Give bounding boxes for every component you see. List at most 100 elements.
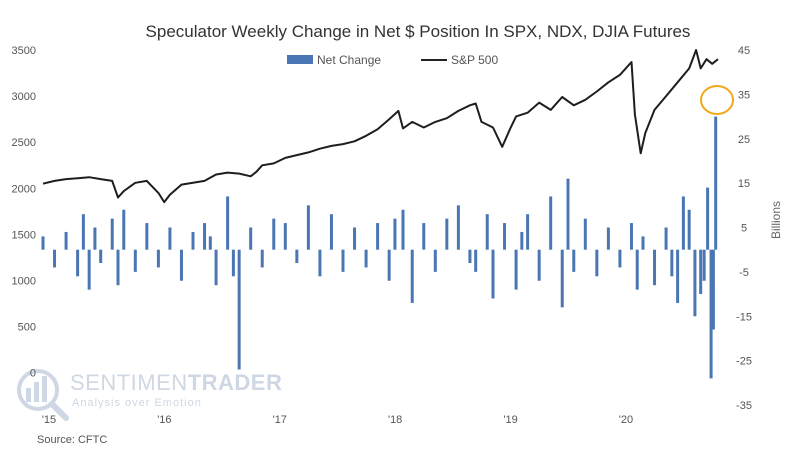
net-change-bar[interactable] bbox=[714, 116, 718, 250]
net-change-bar[interactable] bbox=[410, 249, 414, 303]
net-change-bar[interactable] bbox=[401, 209, 405, 250]
net-change-bar[interactable] bbox=[283, 223, 287, 250]
net-change-bar[interactable] bbox=[583, 218, 587, 250]
net-change-bar[interactable] bbox=[693, 249, 697, 317]
net-change-bar[interactable] bbox=[87, 249, 91, 290]
net-change-bar[interactable] bbox=[214, 249, 218, 286]
net-change-bar[interactable] bbox=[520, 231, 524, 250]
net-change-bar[interactable] bbox=[526, 214, 530, 250]
left-axis-tick-label: 0 bbox=[30, 368, 36, 380]
net-change-bar[interactable] bbox=[116, 249, 120, 286]
net-change-bar[interactable] bbox=[560, 249, 564, 308]
net-change-bar[interactable] bbox=[364, 249, 368, 268]
net-change-bar[interactable] bbox=[641, 236, 645, 250]
net-change-bar[interactable] bbox=[393, 218, 397, 250]
left-axis-tick-label: 3500 bbox=[12, 45, 36, 57]
net-change-bar[interactable] bbox=[318, 249, 322, 277]
net-change-bar[interactable] bbox=[53, 249, 57, 268]
net-change-bar[interactable] bbox=[711, 249, 715, 330]
chart-title: Speculator Weekly Change in Net $ Positi… bbox=[146, 22, 691, 41]
legend-net-change-swatch bbox=[287, 55, 313, 64]
logo-tagline: Analysis over Emotion bbox=[72, 397, 202, 409]
net-change-bar[interactable] bbox=[503, 223, 507, 250]
net-change-bar[interactable] bbox=[353, 227, 357, 250]
net-change-bar[interactable] bbox=[272, 218, 276, 250]
net-change-bar[interactable] bbox=[156, 249, 160, 268]
right-axis-tick-label: 45 bbox=[738, 45, 750, 57]
net-change-bar[interactable] bbox=[387, 249, 391, 281]
net-change-bar[interactable] bbox=[122, 209, 126, 250]
net-change-bar[interactable] bbox=[93, 227, 97, 250]
net-change-bar[interactable] bbox=[329, 214, 333, 250]
sp500-line[interactable] bbox=[42, 49, 719, 204]
net-change-bar[interactable] bbox=[260, 249, 264, 268]
net-change-bar[interactable] bbox=[681, 196, 685, 250]
net-change-bar[interactable] bbox=[133, 249, 137, 272]
net-change-bar[interactable] bbox=[64, 231, 68, 250]
net-change-bar[interactable] bbox=[226, 196, 230, 250]
net-change-bar[interactable] bbox=[687, 209, 691, 250]
net-change-bar[interactable] bbox=[422, 223, 426, 250]
net-change-bar[interactable] bbox=[468, 249, 472, 263]
net-change-bar[interactable] bbox=[237, 249, 241, 370]
sp500-line-layer bbox=[42, 49, 719, 204]
net-change-bar[interactable] bbox=[491, 249, 495, 299]
right-axis-title: Billions bbox=[769, 201, 783, 239]
net-change-bar[interactable] bbox=[709, 249, 713, 379]
net-change-bar[interactable] bbox=[629, 223, 633, 250]
latest-spike-highlight-circle bbox=[700, 85, 734, 115]
x-axis-tick-label: '20 bbox=[619, 414, 633, 426]
net-change-bar[interactable] bbox=[110, 218, 114, 250]
net-change-bar[interactable] bbox=[41, 236, 45, 250]
net-change-bar[interactable] bbox=[606, 227, 610, 250]
net-change-bar[interactable] bbox=[485, 214, 489, 250]
net-change-bar[interactable] bbox=[208, 236, 212, 250]
x-axis-ticks: '15 '16 '17 '18 '19 '20 bbox=[42, 414, 633, 426]
net-change-bar[interactable] bbox=[445, 218, 449, 250]
net-change-bar[interactable] bbox=[341, 249, 345, 272]
net-change-bar[interactable] bbox=[595, 249, 599, 277]
net-change-bar[interactable] bbox=[618, 249, 622, 268]
net-change-bar[interactable] bbox=[145, 223, 149, 250]
legend[interactable]: Net Change S&P 500 bbox=[287, 53, 498, 67]
net-change-bar[interactable] bbox=[474, 249, 478, 272]
net-change-bar[interactable] bbox=[433, 249, 437, 272]
x-axis-tick-label: '16 bbox=[157, 414, 171, 426]
net-change-bar[interactable] bbox=[168, 227, 172, 250]
left-axis-tick-label: 500 bbox=[18, 322, 36, 334]
net-change-bar[interactable] bbox=[670, 249, 674, 277]
net-change-bar[interactable] bbox=[191, 231, 195, 250]
net-change-bar[interactable] bbox=[179, 249, 183, 281]
net-change-bar[interactable] bbox=[699, 249, 703, 295]
right-axis-tick-label: -35 bbox=[736, 400, 752, 412]
net-change-bar[interactable] bbox=[376, 223, 380, 250]
net-change-bar[interactable] bbox=[676, 249, 680, 303]
right-axis-tick-label: 25 bbox=[738, 134, 750, 146]
net-change-bar[interactable] bbox=[635, 249, 639, 290]
net-change-bar[interactable] bbox=[537, 249, 541, 281]
right-axis-tick-label: 5 bbox=[741, 223, 747, 235]
net-change-bar[interactable] bbox=[572, 249, 576, 272]
right-axis-tick-label: -5 bbox=[739, 267, 749, 279]
net-change-bar[interactable] bbox=[456, 205, 460, 250]
right-axis-tick-label: 15 bbox=[738, 178, 750, 190]
left-axis-tick-label: 1500 bbox=[12, 229, 36, 241]
net-change-bar[interactable] bbox=[566, 178, 570, 250]
net-change-bar[interactable] bbox=[549, 196, 553, 250]
net-change-bar[interactable] bbox=[99, 249, 103, 263]
net-change-bar[interactable] bbox=[702, 249, 706, 281]
net-change-bar[interactable] bbox=[231, 249, 235, 277]
right-axis-tick-label: -15 bbox=[736, 311, 752, 323]
net-change-bar[interactable] bbox=[653, 249, 657, 286]
net-change-bar[interactable] bbox=[306, 205, 310, 250]
net-change-bar[interactable] bbox=[664, 227, 668, 250]
net-change-bar[interactable] bbox=[514, 249, 518, 290]
net-change-bar[interactable] bbox=[81, 214, 85, 250]
x-axis-tick-label: '19 bbox=[503, 414, 517, 426]
net-change-bar[interactable] bbox=[295, 249, 299, 263]
net-change-bar[interactable] bbox=[76, 249, 80, 277]
net-change-bar[interactable] bbox=[249, 227, 253, 250]
net-change-bar[interactable] bbox=[203, 223, 207, 250]
net-change-bar[interactable] bbox=[706, 187, 710, 250]
